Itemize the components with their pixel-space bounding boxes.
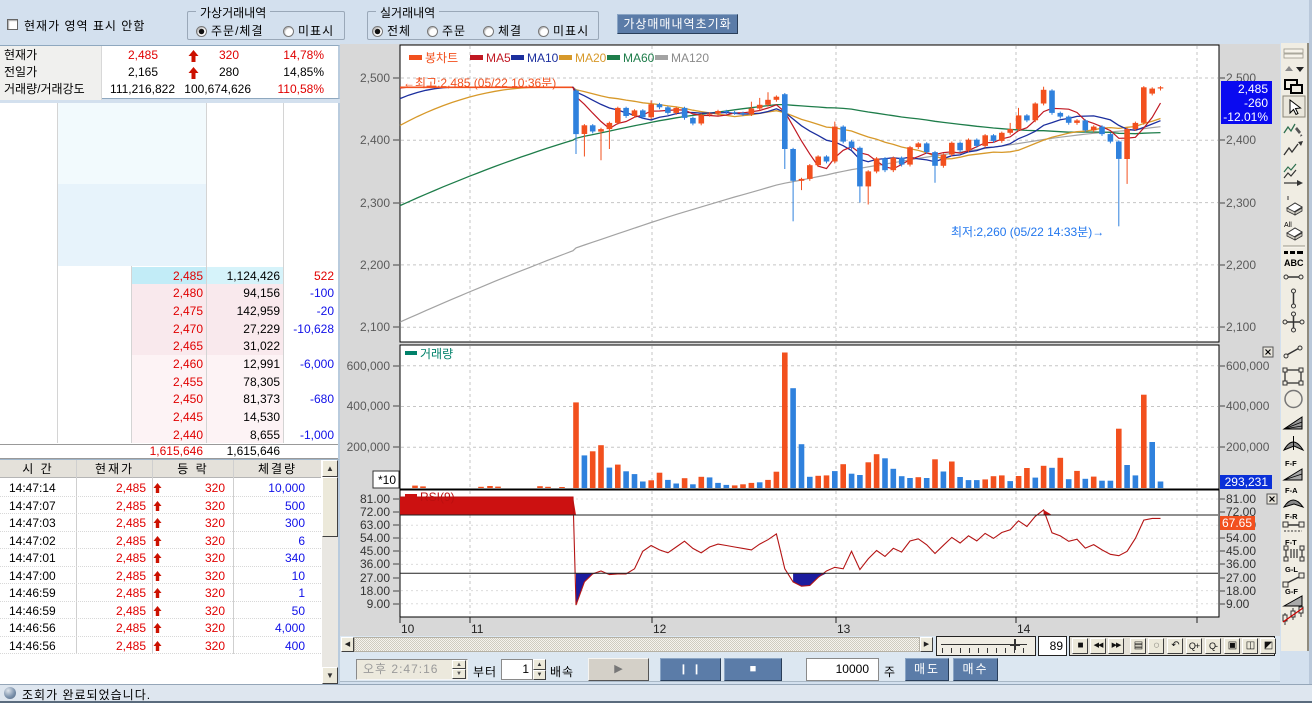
svg-text:F-A: F-A: [1285, 486, 1298, 495]
svg-text:F-R: F-R: [1285, 512, 1298, 521]
svg-text:2,200: 2,200: [1226, 258, 1256, 272]
svg-text:-260: -260: [1244, 96, 1268, 110]
svg-text:2,500: 2,500: [360, 71, 390, 85]
svg-text:10: 10: [401, 622, 415, 636]
svg-text:MA5: MA5: [486, 51, 511, 65]
svg-text:400,000: 400,000: [1226, 399, 1270, 413]
svg-text:27.00: 27.00: [360, 571, 390, 585]
svg-text:최저:2,260 (05/22 14:33분)→: 최저:2,260 (05/22 14:33분)→: [951, 225, 1104, 239]
svg-text:81.00: 81.00: [360, 492, 390, 506]
svg-text:45.00: 45.00: [1226, 544, 1256, 558]
svg-text:G-L: G-L: [1285, 565, 1298, 574]
svg-text:72.00: 72.00: [1226, 505, 1256, 519]
svg-text:F-T: F-T: [1285, 538, 1297, 547]
svg-text:봉차트: 봉차트: [425, 51, 458, 65]
svg-text:-12.01%: -12.01%: [1223, 110, 1268, 124]
svg-text:9.00: 9.00: [367, 597, 391, 611]
svg-text:600,000: 600,000: [347, 359, 391, 373]
svg-text:2,100: 2,100: [1226, 320, 1256, 334]
svg-text:14: 14: [1017, 622, 1031, 636]
svg-text:67.65: 67.65: [1222, 516, 1252, 530]
svg-text:←최고:2,485 (05/22 10:36분): ←최고:2,485 (05/22 10:36분): [403, 76, 556, 90]
svg-text:ABC: ABC: [1284, 258, 1304, 268]
svg-text:All: All: [1284, 222, 1292, 229]
svg-text:MA120: MA120: [671, 51, 709, 65]
svg-text:9.00: 9.00: [1226, 597, 1250, 611]
svg-text:36.00: 36.00: [1226, 557, 1256, 571]
svg-text:2,485: 2,485: [1238, 82, 1268, 96]
svg-text:2,300: 2,300: [1226, 196, 1256, 210]
svg-text:36.00: 36.00: [360, 557, 390, 571]
svg-text:45.00: 45.00: [360, 544, 390, 558]
svg-text:G-F: G-F: [1285, 587, 1298, 596]
svg-text:RSI(9): RSI(9): [420, 490, 455, 504]
svg-text:293,231: 293,231: [1225, 475, 1269, 489]
svg-text:200,000: 200,000: [1226, 440, 1270, 454]
svg-text:11: 11: [471, 622, 484, 636]
svg-text:2,400: 2,400: [1226, 133, 1256, 147]
svg-text:2,300: 2,300: [360, 196, 390, 210]
svg-text:200,000: 200,000: [347, 440, 391, 454]
svg-text:63.00: 63.00: [360, 518, 390, 532]
svg-text:18.00: 18.00: [360, 584, 390, 598]
svg-text:72.00: 72.00: [360, 505, 390, 519]
svg-text:MA20: MA20: [575, 51, 607, 65]
svg-text:400,000: 400,000: [347, 399, 391, 413]
svg-text:27.00: 27.00: [1226, 571, 1256, 585]
svg-text:54.00: 54.00: [360, 531, 390, 545]
svg-text:거래량: 거래량: [420, 347, 453, 361]
svg-text:MA10: MA10: [527, 51, 559, 65]
svg-text:13: 13: [837, 622, 851, 636]
svg-text:600,000: 600,000: [1226, 359, 1270, 373]
svg-text:54.00: 54.00: [1226, 531, 1256, 545]
svg-text:2,200: 2,200: [360, 258, 390, 272]
svg-text:F-F: F-F: [1285, 459, 1297, 468]
svg-text:12: 12: [653, 622, 667, 636]
svg-text:MA60: MA60: [623, 51, 655, 65]
svg-text:18.00: 18.00: [1226, 584, 1256, 598]
svg-text:2,400: 2,400: [360, 133, 390, 147]
svg-text:81.00: 81.00: [1226, 492, 1256, 506]
svg-text:*10: *10: [378, 473, 396, 487]
svg-text:2,100: 2,100: [360, 320, 390, 334]
